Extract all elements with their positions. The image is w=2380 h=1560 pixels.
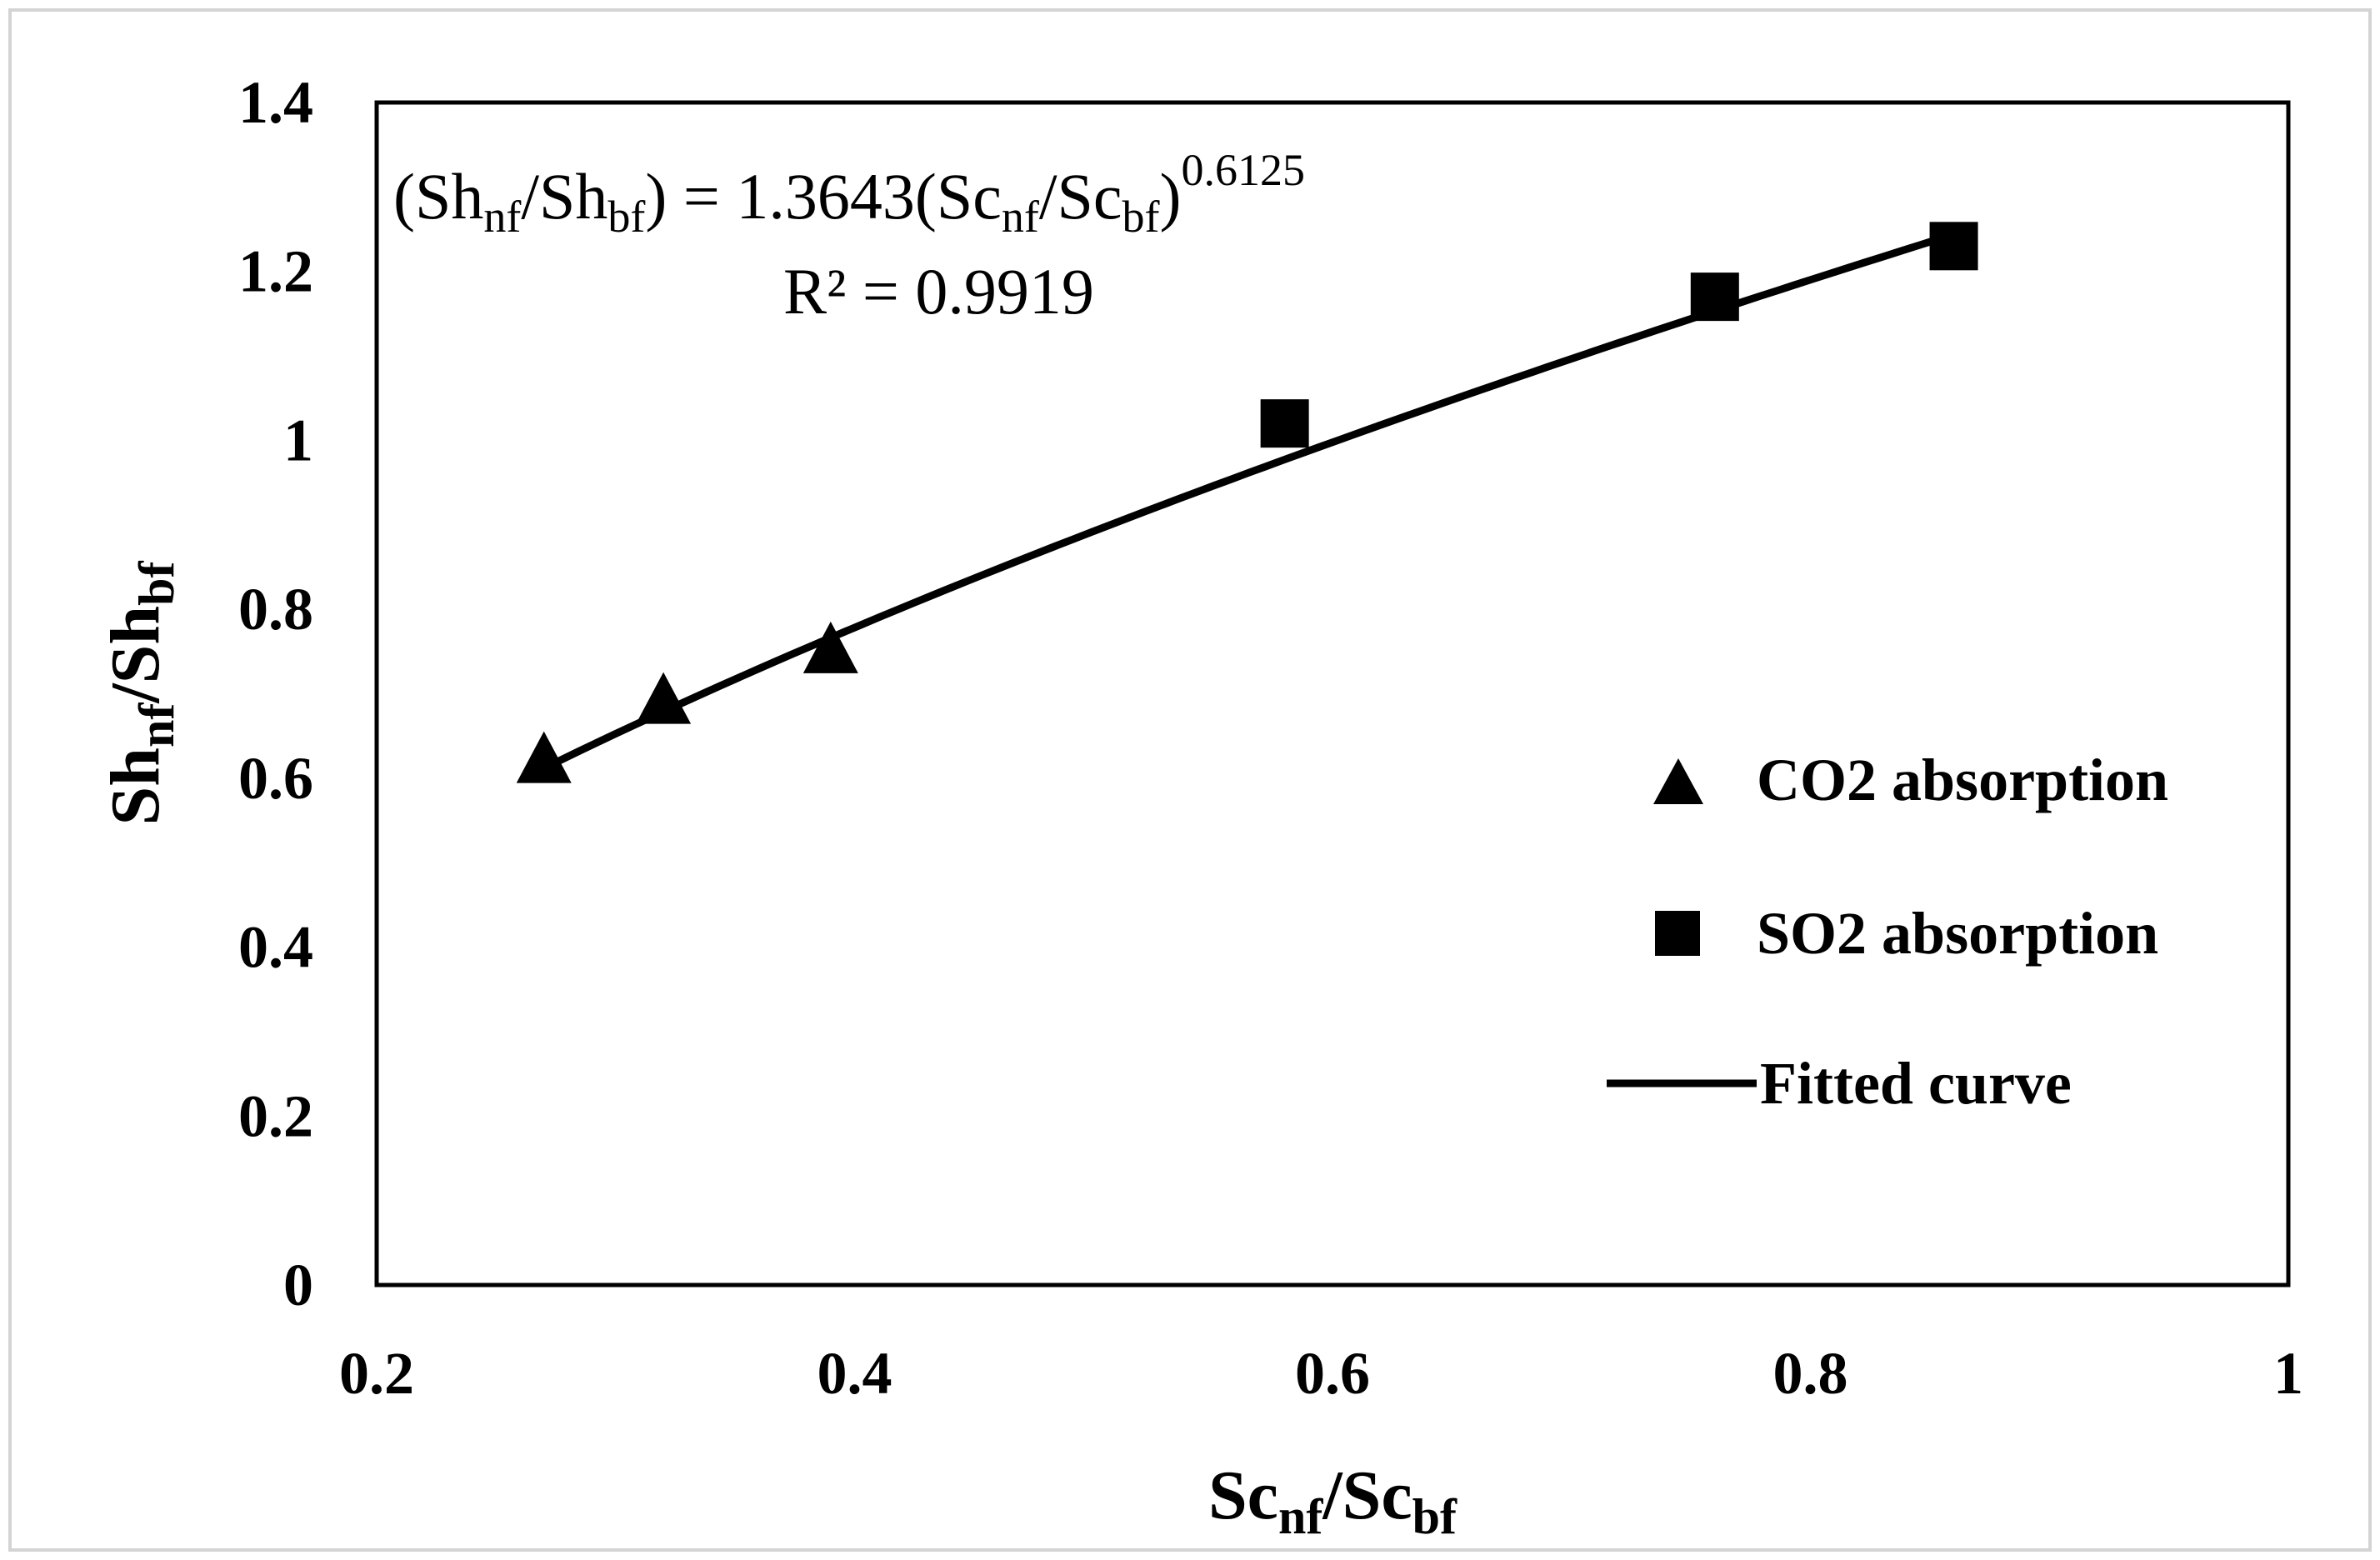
y-tick-label: 1.4 bbox=[238, 69, 313, 136]
x-tick-label: 0.4 bbox=[818, 1340, 892, 1407]
y-axis-ticks: 0 0.2 0.4 0.6 0.8 1 1.2 1.4 bbox=[238, 69, 313, 1318]
legend: CO2 absorption SO2 absorption Fitted cur… bbox=[1607, 747, 2168, 1117]
y-axis-title: Shnf/Shbf bbox=[97, 561, 184, 826]
x-axis-ticks: 0.2 0.4 0.6 0.8 1 bbox=[339, 1340, 2303, 1407]
y-tick-label: 1.2 bbox=[238, 238, 313, 305]
legend-marker-co2 bbox=[1653, 758, 1703, 804]
co2-point bbox=[636, 672, 692, 724]
x-axis-title: Scnf/Scbf bbox=[1208, 1457, 1458, 1544]
legend-label-so2: SO2 absorption bbox=[1757, 900, 2158, 967]
legend-label-co2: CO2 absorption bbox=[1757, 747, 2168, 813]
so2-point bbox=[1260, 399, 1309, 448]
so2-point bbox=[1690, 272, 1739, 322]
y-tick-label: 0 bbox=[283, 1252, 313, 1318]
fit-equation: (Shnf/Shbf) = 1.3643(Scnf/Scbf)0.6125 bbox=[393, 145, 1305, 242]
y-tick-label: 1 bbox=[283, 407, 313, 473]
co2-point bbox=[802, 621, 858, 673]
y-tick-label: 0.8 bbox=[238, 576, 313, 642]
legend-marker-so2 bbox=[1655, 911, 1700, 956]
x-tick-label: 0.8 bbox=[1773, 1340, 1848, 1407]
y-tick-label: 0.4 bbox=[238, 914, 313, 981]
legend-label-fit: Fitted curve bbox=[1760, 1050, 2072, 1117]
co2-point bbox=[516, 731, 572, 783]
y-tick-label: 0.2 bbox=[238, 1082, 313, 1149]
so2-point bbox=[1929, 222, 1978, 271]
y-tick-label: 0.6 bbox=[238, 745, 313, 812]
r-squared-label: R² = 0.9919 bbox=[783, 255, 1094, 328]
data-points bbox=[516, 222, 1978, 783]
x-tick-label: 0.2 bbox=[339, 1340, 414, 1407]
x-tick-label: 1 bbox=[2273, 1340, 2303, 1407]
x-tick-label: 0.6 bbox=[1295, 1340, 1370, 1407]
